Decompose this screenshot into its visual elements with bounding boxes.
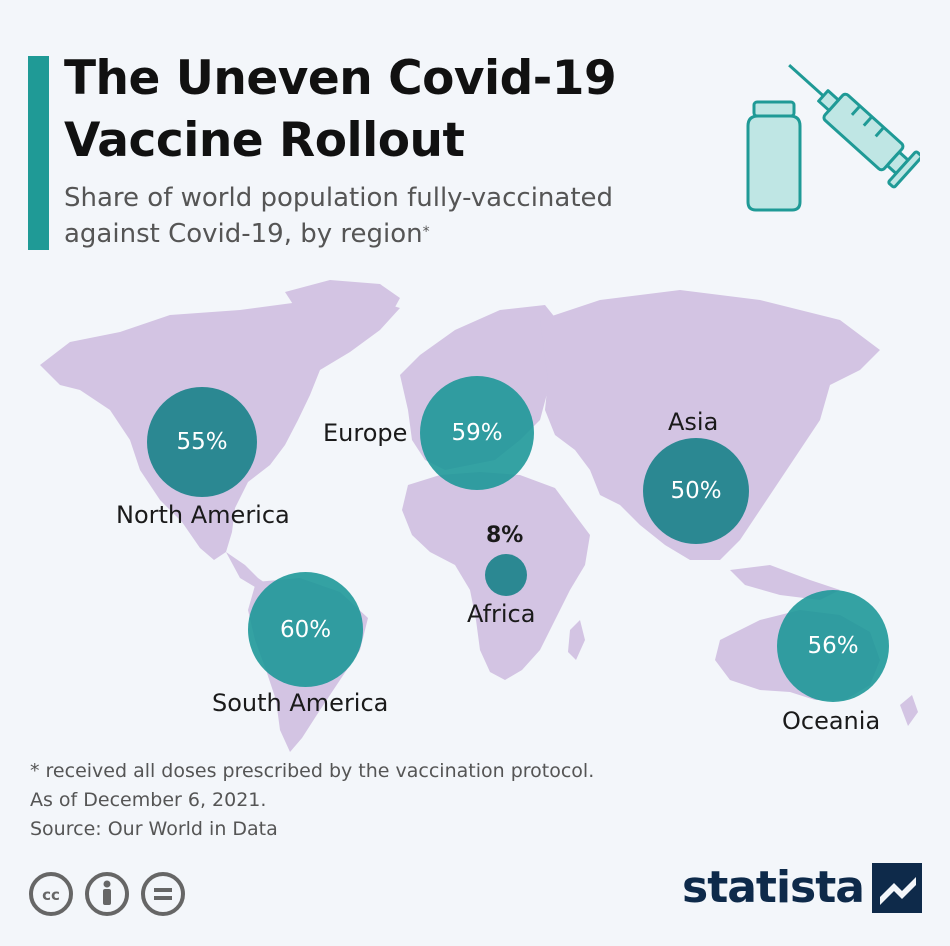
south-america-value: 60%	[279, 616, 332, 643]
north-america-label: North America	[116, 501, 290, 529]
bubble-asia: 50%	[643, 438, 749, 544]
footnote-text: * received all doses prescribed by the v…	[30, 760, 595, 782]
svg-text:cc: cc	[42, 886, 60, 904]
asia-value: 50%	[670, 478, 722, 504]
bubble-europe: 59%	[420, 376, 534, 490]
asia-land	[540, 290, 880, 560]
oceania-value: 56%	[807, 633, 859, 659]
south-america-label: South America	[212, 689, 389, 717]
statista-brand[interactable]: statista	[682, 862, 922, 913]
statista-wordmark: statista	[682, 862, 865, 913]
oceania-label: Oceania	[782, 707, 881, 735]
greenland-land	[285, 280, 400, 338]
new-zealand-land	[900, 695, 918, 726]
page-subtitle: Share of world population fully-vaccinat…	[64, 180, 704, 252]
africa-value: 8%	[486, 523, 524, 548]
page-title: The Uneven Covid-19 Vaccine Rollout	[64, 51, 617, 168]
subtitle-text: Share of world population fully-vaccinat…	[64, 183, 614, 249]
license-icons: cc	[28, 871, 186, 917]
bubble-south-america: 60%	[248, 572, 363, 687]
attribution-icon[interactable]	[84, 871, 130, 917]
statista-logo-icon	[871, 862, 922, 913]
madagascar-land	[568, 620, 585, 660]
cc-icon[interactable]: cc	[28, 871, 74, 917]
footnote-date: As of December 6, 2021.	[30, 789, 267, 811]
footnote: * received all doses prescribed by the v…	[30, 757, 594, 815]
source-text: Source: Our World in Data	[30, 818, 278, 840]
southeast-asia-land	[730, 565, 840, 600]
europe-value: 59%	[451, 420, 503, 446]
vaccine-vial-syringe-icon	[746, 63, 920, 212]
bubble-oceania: 56%	[777, 590, 889, 702]
accent-bar	[28, 56, 49, 250]
no-derivatives-icon[interactable]	[140, 871, 186, 917]
bubble-north-america: 55%	[147, 387, 257, 497]
asia-label: Asia	[668, 408, 719, 436]
subtitle-footnote-marker: *	[422, 224, 430, 240]
europe-label: Europe	[323, 419, 408, 447]
central-america-land	[226, 552, 268, 590]
bubble-africa	[485, 554, 527, 596]
africa-label: Africa	[467, 600, 536, 628]
north-america-value: 55%	[176, 429, 228, 455]
